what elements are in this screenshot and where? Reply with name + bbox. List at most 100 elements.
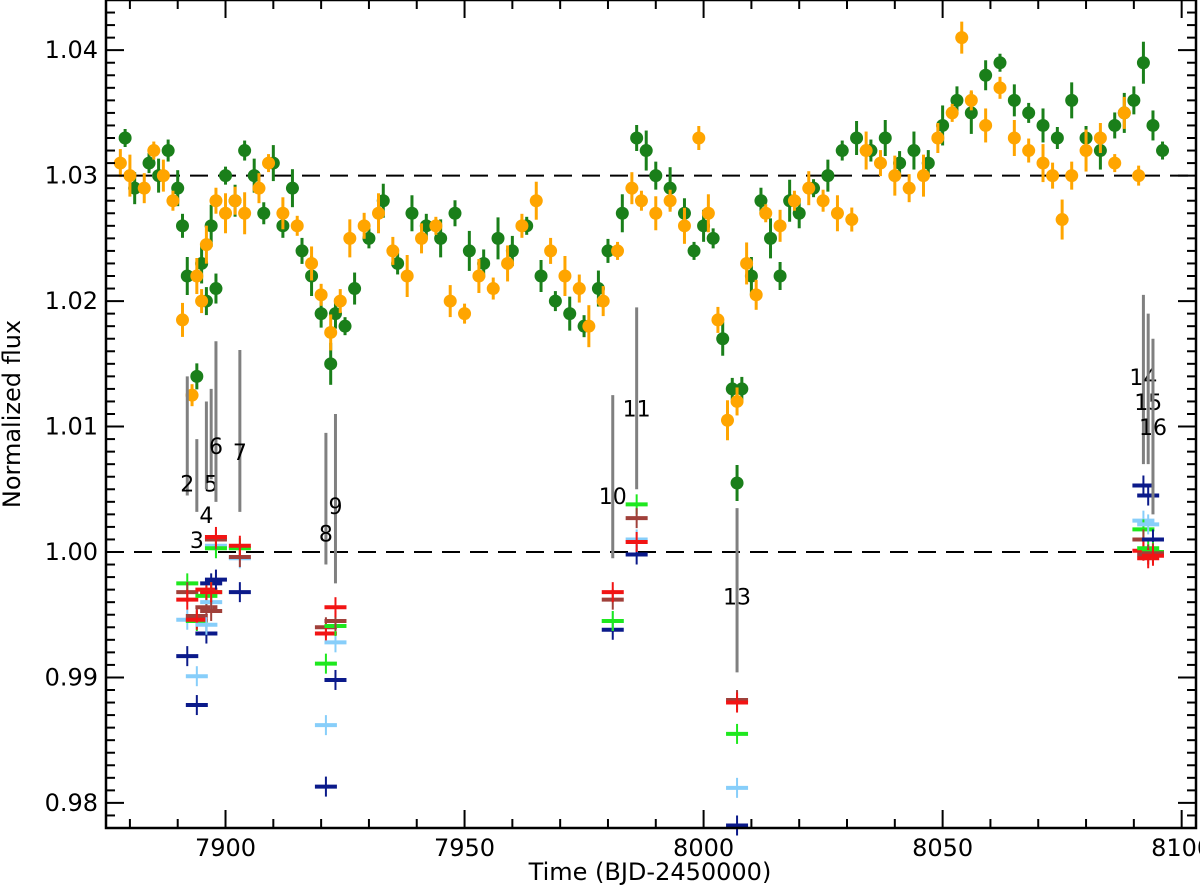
data-point bbox=[195, 256, 209, 270]
data-point bbox=[128, 181, 142, 195]
data-point bbox=[931, 131, 945, 145]
data-point bbox=[548, 294, 562, 308]
data-point bbox=[123, 169, 137, 183]
data-point bbox=[1036, 118, 1050, 132]
data-point bbox=[1146, 118, 1160, 132]
data-point bbox=[921, 156, 935, 170]
data-point bbox=[505, 244, 519, 258]
data-point bbox=[386, 244, 400, 258]
data-point bbox=[434, 231, 448, 245]
data-point bbox=[787, 194, 801, 208]
data-point bbox=[649, 206, 663, 220]
data-point bbox=[1079, 144, 1093, 158]
y-axis-label: Normalized flux bbox=[0, 320, 26, 508]
data-point bbox=[964, 106, 978, 120]
data-point bbox=[677, 219, 691, 233]
data-point bbox=[773, 219, 787, 233]
data-point bbox=[993, 56, 1007, 70]
data-point bbox=[917, 169, 930, 183]
data-point bbox=[376, 194, 390, 208]
data-point bbox=[687, 244, 701, 258]
data-point bbox=[1065, 169, 1079, 183]
data-point bbox=[821, 169, 835, 183]
data-point bbox=[290, 219, 304, 233]
marker-label: 9 bbox=[328, 495, 342, 520]
data-point bbox=[238, 206, 252, 220]
data-point bbox=[873, 156, 887, 170]
data-point bbox=[219, 206, 233, 220]
data-point bbox=[902, 181, 916, 195]
data-point bbox=[730, 476, 744, 490]
data-point bbox=[1007, 131, 1021, 145]
data-point bbox=[792, 206, 806, 220]
data-point bbox=[572, 282, 586, 296]
data-point bbox=[190, 269, 204, 283]
data-point bbox=[276, 206, 290, 220]
data-point bbox=[415, 231, 429, 245]
data-point bbox=[979, 68, 993, 82]
data-point bbox=[1022, 106, 1036, 120]
data-point bbox=[462, 244, 476, 258]
data-point bbox=[697, 219, 711, 233]
data-point bbox=[147, 144, 161, 158]
data-point bbox=[324, 357, 338, 371]
data-point bbox=[558, 269, 572, 283]
data-point bbox=[1046, 169, 1060, 183]
data-point bbox=[663, 194, 677, 208]
data-point bbox=[357, 219, 371, 233]
data-point bbox=[458, 307, 472, 321]
data-point bbox=[601, 244, 615, 258]
marker-label: 8 bbox=[319, 523, 333, 548]
data-point bbox=[639, 144, 653, 158]
data-point bbox=[324, 325, 338, 339]
data-point bbox=[1117, 106, 1131, 120]
data-point bbox=[171, 181, 185, 195]
x-axis-label: Time (BJD-2450000) bbox=[528, 858, 772, 886]
data-point bbox=[161, 144, 175, 158]
marker-label: 4 bbox=[199, 504, 213, 529]
data-point bbox=[209, 282, 223, 296]
marker-label: 7 bbox=[233, 441, 247, 466]
data-point bbox=[754, 194, 768, 208]
marker-label: 2 bbox=[180, 473, 194, 498]
data-point bbox=[400, 269, 414, 283]
data-point bbox=[611, 244, 625, 258]
data-point bbox=[137, 181, 151, 195]
data-point bbox=[706, 231, 720, 245]
data-point bbox=[338, 319, 352, 333]
data-point bbox=[362, 231, 376, 245]
data-point bbox=[835, 144, 849, 158]
data-point bbox=[907, 144, 921, 158]
y-tick-label: 0.99 bbox=[45, 663, 98, 691]
data-point bbox=[773, 269, 787, 283]
data-point bbox=[816, 194, 830, 208]
data-point bbox=[888, 169, 902, 183]
y-tick-label: 1.01 bbox=[45, 413, 98, 441]
data-point bbox=[1136, 56, 1150, 70]
data-point bbox=[328, 307, 342, 321]
data-point bbox=[1093, 131, 1107, 145]
data-point bbox=[529, 194, 543, 208]
data-point bbox=[749, 288, 763, 302]
data-point bbox=[720, 413, 734, 427]
data-point bbox=[443, 294, 457, 308]
data-point bbox=[740, 256, 754, 270]
data-point bbox=[993, 81, 1007, 95]
data-point bbox=[625, 181, 639, 195]
data-point bbox=[764, 231, 778, 245]
data-point bbox=[979, 118, 993, 132]
x-tick-label: 8000 bbox=[673, 834, 734, 862]
data-point bbox=[295, 244, 309, 258]
data-point bbox=[391, 256, 405, 270]
data-point bbox=[180, 269, 194, 283]
data-point bbox=[238, 144, 252, 158]
data-point bbox=[252, 181, 266, 195]
data-point bbox=[1127, 93, 1141, 107]
marker-label: 16 bbox=[1139, 416, 1167, 441]
data-point bbox=[859, 144, 873, 158]
data-point bbox=[534, 269, 548, 283]
data-point bbox=[228, 194, 242, 208]
data-point bbox=[219, 169, 233, 183]
